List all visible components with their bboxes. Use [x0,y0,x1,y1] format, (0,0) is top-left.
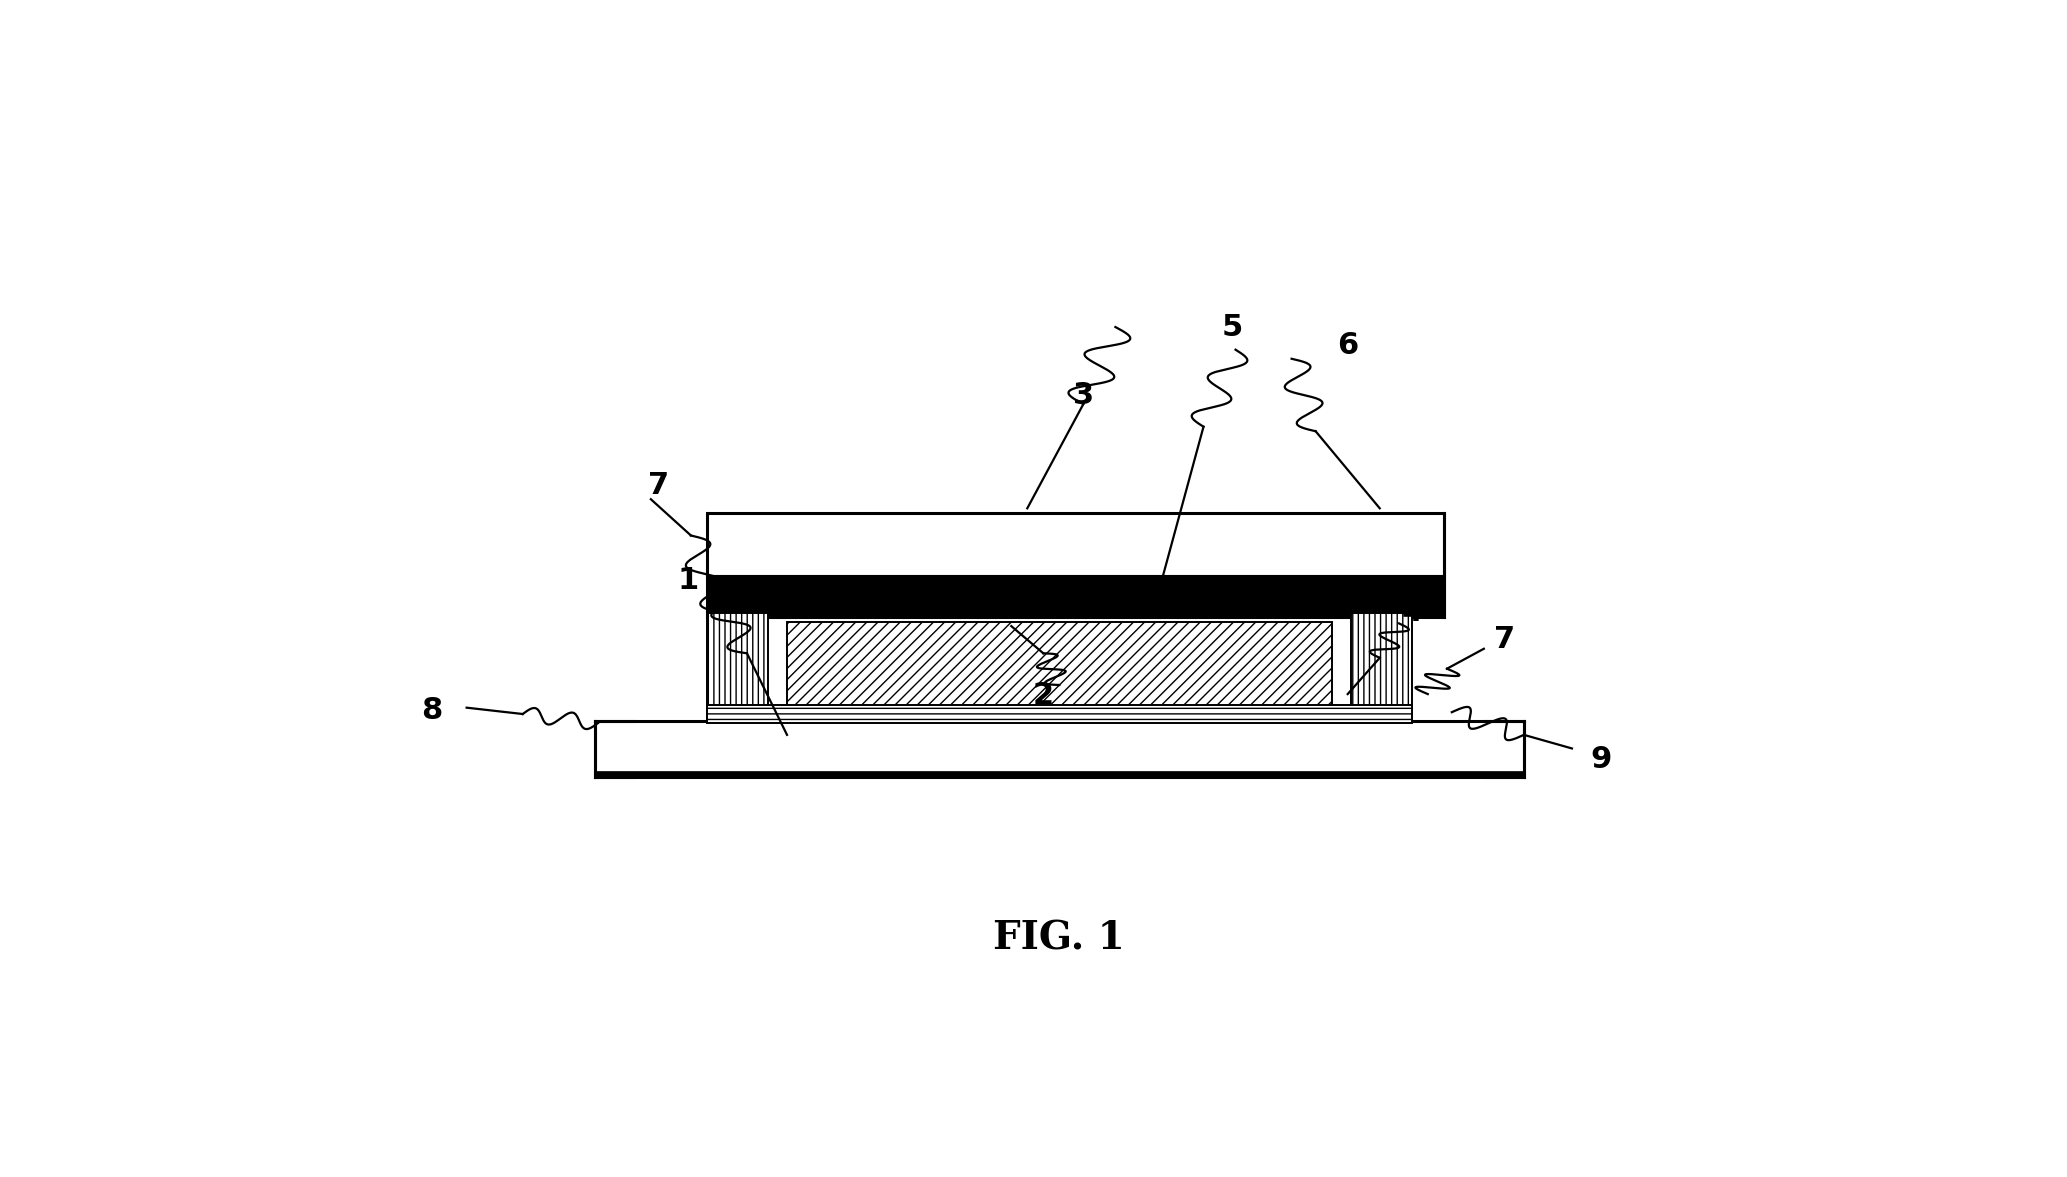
Bar [595,771,1523,778]
Text: 3: 3 [1073,380,1093,410]
Text: 8: 8 [422,696,442,725]
Text: 7: 7 [649,471,670,500]
Bar [595,722,1523,778]
Text: FIG. 1: FIG. 1 [994,919,1124,958]
Text: 6: 6 [1337,331,1358,360]
Text: 2: 2 [1034,681,1054,711]
Bar [707,577,1443,617]
Text: 4: 4 [1401,598,1422,627]
Text: 1: 1 [678,566,699,596]
Text: 7: 7 [1494,625,1515,654]
Bar [788,621,1331,707]
Bar [1352,612,1412,717]
Bar [707,705,1412,723]
Text: 5: 5 [1222,313,1242,341]
Bar [707,513,1443,577]
Text: 9: 9 [1590,745,1612,773]
Bar [707,612,767,717]
